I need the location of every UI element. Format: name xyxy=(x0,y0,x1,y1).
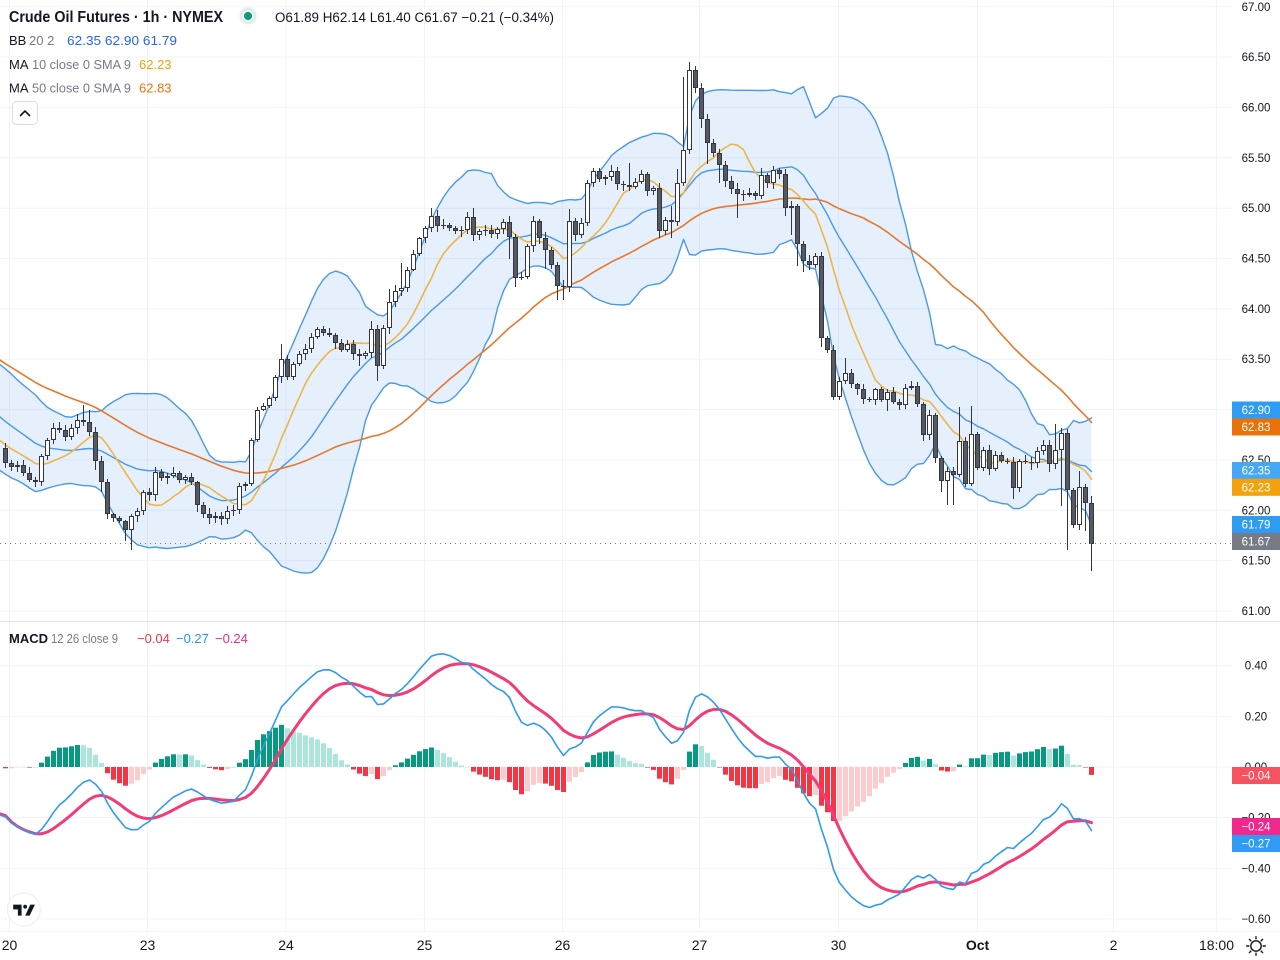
svg-text:−0.27: −0.27 xyxy=(176,631,209,646)
svg-text:62.90: 62.90 xyxy=(1242,405,1271,417)
svg-text:62.83: 62.83 xyxy=(1242,422,1271,434)
svg-text:62.23: 62.23 xyxy=(139,57,172,72)
svg-text:18:00: 18:00 xyxy=(1199,937,1234,953)
svg-text:24: 24 xyxy=(278,937,294,953)
svg-text:BB: BB xyxy=(9,33,26,48)
svg-text:61.50: 61.50 xyxy=(1242,556,1271,568)
svg-text:62.35 62.90 61.79: 62.35 62.90 61.79 xyxy=(67,33,177,48)
svg-text:−0.04: −0.04 xyxy=(137,631,170,646)
svg-text:50 close 0 SMA 9: 50 close 0 SMA 9 xyxy=(32,81,131,96)
svg-text:−0.24: −0.24 xyxy=(215,631,248,646)
svg-text:63.50: 63.50 xyxy=(1242,354,1271,366)
svg-text:−0.24: −0.24 xyxy=(1241,822,1271,834)
svg-text:O61.89 H62.14 L61.40 C61.67 −0: O61.89 H62.14 L61.40 C61.67 −0.21 (−0.34… xyxy=(275,10,554,25)
svg-text:67.00: 67.00 xyxy=(1242,2,1271,14)
svg-text:20 2: 20 2 xyxy=(29,33,54,48)
svg-text:62.23: 62.23 xyxy=(1242,482,1271,494)
svg-text:−0.40: −0.40 xyxy=(1241,863,1270,875)
svg-text:61.79: 61.79 xyxy=(1242,520,1271,532)
svg-text:66.00: 66.00 xyxy=(1242,103,1271,115)
svg-text:MA: MA xyxy=(9,81,29,96)
svg-text:65.50: 65.50 xyxy=(1242,153,1271,165)
svg-text:−0.27: −0.27 xyxy=(1241,839,1270,851)
svg-text:25: 25 xyxy=(417,937,433,953)
svg-text:62.35: 62.35 xyxy=(1242,466,1271,478)
svg-text:64.50: 64.50 xyxy=(1242,254,1271,266)
svg-text:64.00: 64.00 xyxy=(1242,304,1271,316)
svg-text:30: 30 xyxy=(831,937,847,953)
svg-text:MACD: MACD xyxy=(9,631,48,646)
svg-text:27: 27 xyxy=(692,937,708,953)
svg-text:66.50: 66.50 xyxy=(1242,52,1271,64)
svg-text:23: 23 xyxy=(140,937,156,953)
svg-text:61.67: 61.67 xyxy=(1242,537,1271,549)
svg-text:62.83: 62.83 xyxy=(139,81,172,96)
svg-text:65.00: 65.00 xyxy=(1242,203,1271,215)
svg-text:10 close 0 SMA 9: 10 close 0 SMA 9 xyxy=(32,57,131,72)
svg-text:Oct: Oct xyxy=(966,937,990,953)
svg-text:MA: MA xyxy=(9,57,29,72)
svg-text:12 26 close 9: 12 26 close 9 xyxy=(51,631,118,646)
svg-text:26: 26 xyxy=(555,937,571,953)
svg-text:0.20: 0.20 xyxy=(1245,711,1267,723)
svg-text:−0.04: −0.04 xyxy=(1241,771,1271,783)
svg-text:−0.60: −0.60 xyxy=(1241,914,1270,926)
svg-text:62.00: 62.00 xyxy=(1242,505,1271,517)
svg-text:20: 20 xyxy=(2,937,18,953)
svg-text:Crude Oil Futures · 1h · NYMEX: Crude Oil Futures · 1h · NYMEX xyxy=(9,9,223,26)
svg-text:2: 2 xyxy=(1110,937,1118,953)
svg-text:61.00: 61.00 xyxy=(1242,606,1271,618)
svg-text:0.40: 0.40 xyxy=(1245,661,1267,673)
